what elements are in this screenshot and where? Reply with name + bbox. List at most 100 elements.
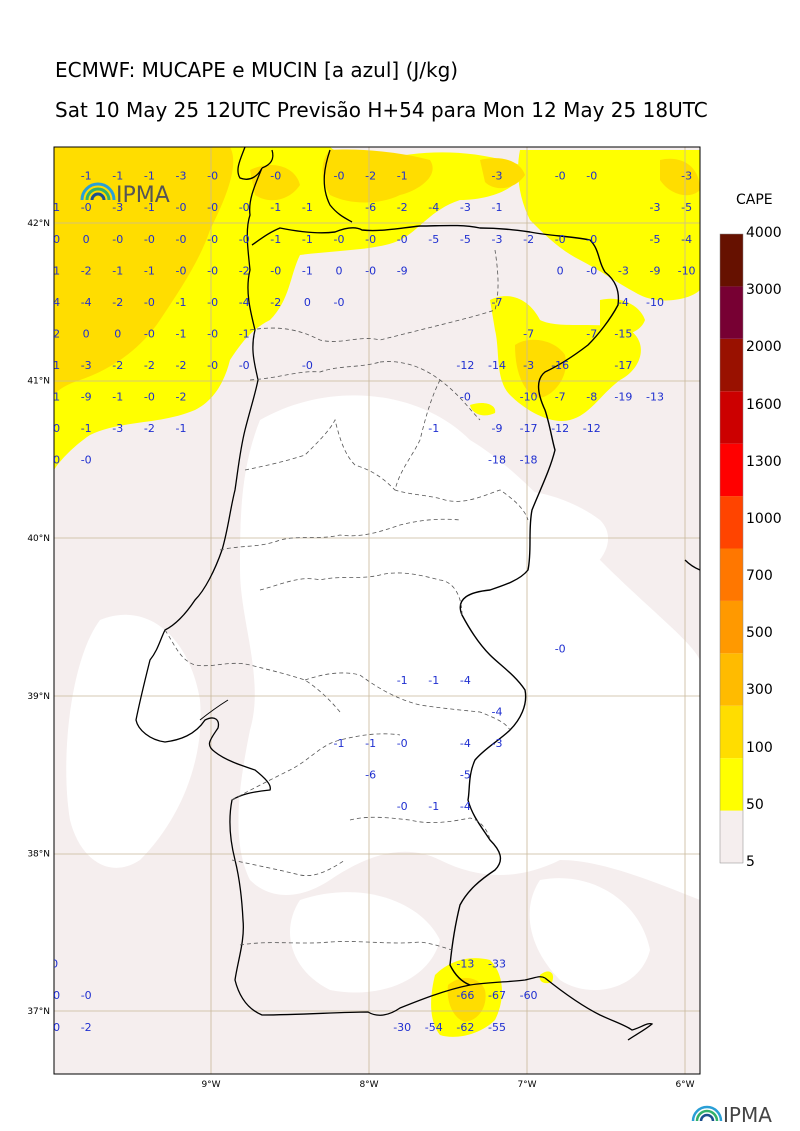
ipma-footer-text: IPMA <box>723 1103 772 1127</box>
cin-value-label: -12 <box>551 422 569 435</box>
cin-value-label: -0 <box>49 989 60 1002</box>
cape-clear-area-3 <box>460 489 609 583</box>
cape-colorbar <box>719 233 744 864</box>
cin-value-label: -3 <box>460 201 471 214</box>
colorbar-level-label: 700 <box>746 568 773 585</box>
ipma-logo-map: IPMA <box>80 182 170 208</box>
lat-tick-label: 39°N <box>27 692 50 702</box>
cin-value-label: -4 <box>491 706 502 719</box>
cin-value-label: -1 <box>49 264 60 277</box>
cin-value-label: -19 <box>614 390 632 403</box>
cin-value-label: -7 <box>491 296 502 309</box>
colorbar-swatch <box>720 653 743 706</box>
cin-value-label: -9 <box>649 264 660 277</box>
cin-value-label: -0 <box>586 264 597 277</box>
colorbar-swatch <box>720 758 743 811</box>
colorbar-level-label: 5 <box>746 854 755 870</box>
cin-value-label: -9 <box>81 390 92 403</box>
cin-value-label: -9 <box>491 422 502 435</box>
colorbar-swatch <box>720 600 743 654</box>
cin-value-label: 0 <box>304 296 311 309</box>
cin-value-label: -3 <box>112 422 123 435</box>
cin-value-label: -12 <box>583 422 601 435</box>
cin-value-label: -0 <box>239 201 250 214</box>
cin-value-label: -0 <box>302 359 313 372</box>
cin-value-label: -0 <box>555 170 566 183</box>
cin-value-label: -4 <box>618 296 629 309</box>
cin-value-label: -0 <box>144 296 155 309</box>
cape-50-area-s2 <box>539 971 554 984</box>
cin-value-label: -4 <box>81 296 92 309</box>
cin-value-label: -2 <box>49 327 60 340</box>
cape-100-area-n <box>322 149 433 203</box>
cin-value-label: -4 <box>460 674 471 687</box>
lon-tick-label: 9°W <box>201 1080 220 1090</box>
cin-value-label: -0 <box>81 201 92 214</box>
cin-value-label: -0 <box>207 201 218 214</box>
cin-value-label: -66 <box>456 989 474 1002</box>
cin-value-label: -2 <box>112 359 123 372</box>
colorbar-swatch <box>720 338 743 392</box>
cin-value-label: -1 <box>144 201 155 214</box>
cin-value-label: -0 <box>333 233 344 246</box>
cin-value-label: -0 <box>175 201 186 214</box>
cin-value-label: -10 <box>520 390 538 403</box>
cin-value-label: -0 <box>112 233 123 246</box>
cin-value-label: -1 <box>491 201 502 214</box>
ipma-logo-footer: IPMA <box>691 1103 772 1127</box>
cin-value-label: -2 <box>397 201 408 214</box>
lon-tick-label: 8°W <box>359 1080 378 1090</box>
cin-value-label: 0 <box>51 958 58 971</box>
cape-100-area-ne2 <box>660 158 700 196</box>
cin-value-label: -0 <box>365 233 376 246</box>
cin-value-label: -0 <box>207 233 218 246</box>
cin-value-label: -18 <box>520 453 538 466</box>
cin-value-label: -0 <box>207 359 218 372</box>
cin-value-label: -13 <box>456 958 474 971</box>
colorbar-level-label: 1600 <box>746 396 782 413</box>
cin-value-label: -0 <box>333 296 344 309</box>
cin-value-label: -1 <box>112 264 123 277</box>
cin-value-label: -4 <box>460 800 471 813</box>
cin-value-label: -3 <box>112 201 123 214</box>
cin-value-label: -4 <box>681 233 692 246</box>
colorbar-level-label: 50 <box>746 796 764 813</box>
cin-value-label: -1 <box>270 201 281 214</box>
cin-value-label: -1 <box>81 170 92 183</box>
cin-value-label: 0 <box>83 233 90 246</box>
cin-value-label: -1 <box>302 233 313 246</box>
cape-clear-area-4 <box>290 892 440 993</box>
colorbar-level-label: 3000 <box>746 282 782 299</box>
cin-value-label: -7 <box>586 327 597 340</box>
border-portugal-spain <box>251 224 620 986</box>
cin-value-label: -1 <box>175 296 186 309</box>
coastline-spain-s <box>544 559 700 1041</box>
colorbar-swatch <box>720 286 743 339</box>
colorbar-swatch <box>720 548 743 601</box>
cin-value-label: -3 <box>491 233 502 246</box>
cin-value-label: -0 <box>49 453 60 466</box>
cape-100-area-ne <box>480 158 525 189</box>
cin-value-label: -2 <box>112 296 123 309</box>
cin-value-label: -1 <box>365 737 376 750</box>
cin-value-label: -0 <box>397 233 408 246</box>
cape-50-area-small <box>470 402 496 416</box>
cin-value-label: -2 <box>270 296 281 309</box>
cin-value-label: -7 <box>523 327 534 340</box>
cin-value-label: -3 <box>523 359 534 372</box>
cin-value-label: -3 <box>618 264 629 277</box>
cin-value-label: -3 <box>491 170 502 183</box>
cin-value-label: -5 <box>681 201 692 214</box>
cin-value-label: -1 <box>112 170 123 183</box>
cin-value-label: -4 <box>239 296 250 309</box>
cape-clear-area-2 <box>66 614 201 868</box>
cape-100-area-n2 <box>250 165 300 201</box>
cin-value-label: -0 <box>270 264 281 277</box>
cin-value-label: -1 <box>397 170 408 183</box>
cin-value-label: -1 <box>428 422 439 435</box>
cape-50-area-ne <box>518 150 700 301</box>
cin-value-label: -0 <box>207 296 218 309</box>
cape-field <box>54 147 700 1074</box>
cin-value-label: -1 <box>112 390 123 403</box>
cin-value-label: -0 <box>175 233 186 246</box>
